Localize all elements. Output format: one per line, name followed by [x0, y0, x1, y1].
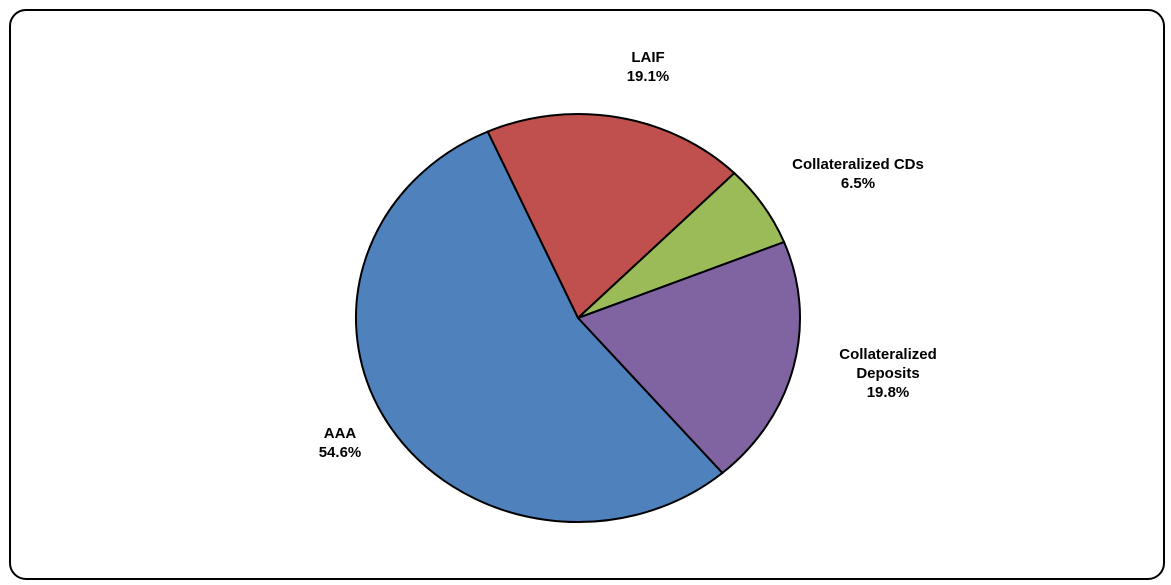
- pie-slice: [576, 240, 801, 475]
- slice-label: Collateralized CDs 6.5%: [773, 155, 943, 193]
- pie-slice: [355, 130, 724, 523]
- slice-label: AAA 54.6%: [290, 424, 390, 462]
- category-label: Collateralized CDs: [792, 156, 924, 173]
- value-label: 54.6%: [318, 444, 362, 461]
- value-label: 6.5%: [840, 175, 876, 192]
- pie-slice: [486, 113, 736, 320]
- value-label: 19.8%: [866, 384, 910, 401]
- value-label: 19.1%: [626, 68, 670, 85]
- category-label: LAIF: [631, 49, 665, 66]
- slice-label: Collateralized Deposits 19.8%: [808, 345, 968, 402]
- category-label: AAA: [323, 425, 357, 442]
- category-label: Collateralized Deposits: [839, 346, 937, 382]
- slice-label: LAIF 19.1%: [598, 48, 698, 86]
